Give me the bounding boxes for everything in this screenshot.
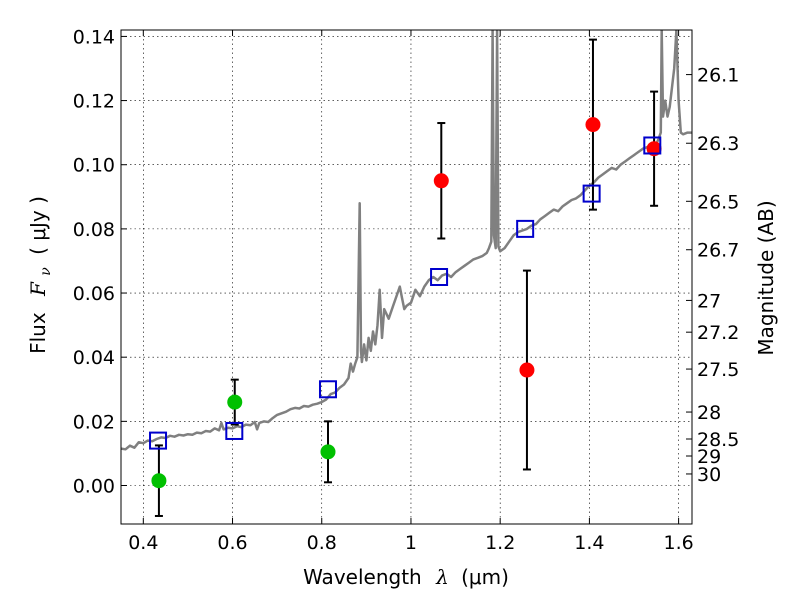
y-tick-label: 0.14 [73,26,115,48]
x-tick-label: 1 [405,532,417,554]
mag-tick-label: 28 [697,402,721,424]
mag-tick-label: 27.5 [697,359,739,381]
magnitude-axis-label: Magnitude (AB) [754,200,778,355]
mag-tick-label: 28.5 [697,429,739,451]
plot-frame [120,29,693,525]
model-point [516,219,535,238]
y-tick-label: 0.00 [73,476,115,498]
mag-tick-label: 29 [697,446,721,468]
mag-tick-label: 27.2 [697,322,739,344]
model-point [149,431,168,450]
x-tick-label: 0.4 [128,532,158,554]
plot-area [121,30,692,517]
y-axis-label: Flux F ν ( μJy ) [26,196,55,354]
mag-tick-label: 26.5 [697,191,739,213]
data-point [646,141,662,157]
axis-ticks: 0.4 0.6 0.8 1 1.2 1.4 1.6 0.00 0.02 0.04 0.06 0.08 0… [73,26,740,554]
x-tick-label: 0.6 [217,532,247,554]
data-point [227,394,243,410]
x-tick-label: 0.8 [307,532,337,554]
mag-tick-label: 26.7 [697,240,739,262]
y-tick-label: 0.02 [73,411,115,433]
y-tick-label: 0.10 [73,155,115,177]
model-point [430,268,449,286]
y-tick-label: 0.08 [73,219,115,241]
y-tick-label: 0.06 [73,283,115,305]
y-tick-label: 0.12 [73,91,115,113]
model-point [318,380,337,399]
mag-tick-label: 30 [697,464,721,486]
data-point [519,362,535,378]
data-point [433,173,449,189]
sed-model-line [121,30,692,451]
grid-lines [121,30,692,524]
data-point [320,444,336,460]
x-tick-label: 1.6 [664,532,694,554]
data-point [585,117,601,133]
mag-tick-label: 27 [697,290,721,312]
data-point [151,473,167,489]
model-point [582,184,601,203]
x-tick-label: 1.4 [574,532,604,554]
x-axis-label: Wavelength λ (μm) [303,565,509,589]
model-point [643,136,662,155]
model-point [225,421,244,440]
mag-tick-label: 26.3 [697,133,739,155]
mag-tick-label: 26.1 [697,65,739,87]
x-tick-label: 1.2 [485,532,515,554]
y-tick-label: 0.04 [73,347,115,369]
